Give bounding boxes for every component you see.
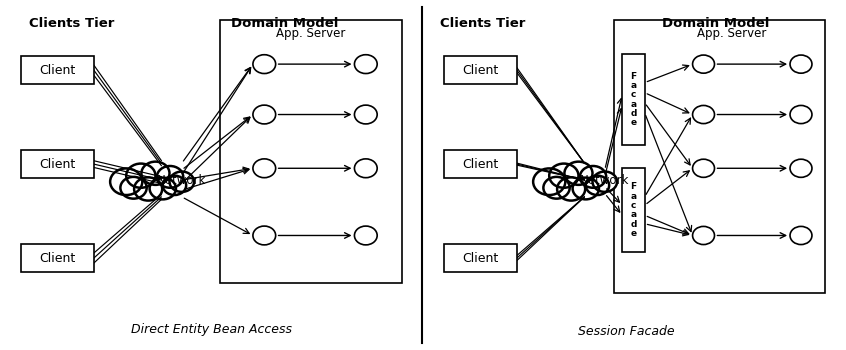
Circle shape: [253, 105, 276, 124]
Text: Clients Tier: Clients Tier: [29, 17, 114, 30]
Bar: [443, 56, 517, 84]
Bar: [220, 20, 403, 282]
Circle shape: [693, 105, 715, 124]
Circle shape: [558, 177, 585, 201]
Circle shape: [573, 177, 599, 199]
Circle shape: [354, 226, 377, 245]
Bar: [623, 168, 645, 252]
Bar: [443, 150, 517, 178]
Text: Client: Client: [462, 252, 498, 265]
Circle shape: [157, 166, 184, 188]
Bar: [20, 244, 94, 272]
Circle shape: [126, 163, 156, 188]
Circle shape: [135, 177, 162, 201]
Circle shape: [533, 168, 565, 195]
Circle shape: [141, 162, 169, 185]
Text: App. Server: App. Server: [277, 27, 346, 40]
Circle shape: [543, 177, 569, 199]
Bar: [20, 150, 94, 178]
Text: Clients Tier: Clients Tier: [440, 17, 525, 30]
Circle shape: [162, 176, 186, 195]
Circle shape: [790, 105, 812, 124]
Circle shape: [169, 172, 194, 192]
Circle shape: [354, 105, 377, 124]
Circle shape: [564, 162, 592, 185]
Text: Client: Client: [39, 158, 75, 170]
Text: Session Facade: Session Facade: [578, 325, 675, 338]
Circle shape: [592, 172, 617, 192]
Text: F
a
c
a
d
e: F a c a d e: [630, 182, 637, 238]
Text: F
a
c
a
d
e: F a c a d e: [630, 71, 637, 127]
Text: Client: Client: [39, 252, 75, 265]
Bar: [20, 56, 94, 84]
Circle shape: [150, 177, 176, 199]
Circle shape: [693, 226, 715, 245]
Text: Client: Client: [462, 63, 498, 77]
Circle shape: [549, 163, 579, 188]
Circle shape: [354, 55, 377, 74]
Text: Direct Entity Bean Access: Direct Entity Bean Access: [131, 323, 292, 336]
Text: Domain Model: Domain Model: [662, 17, 769, 30]
Circle shape: [790, 55, 812, 73]
Text: Client: Client: [39, 63, 75, 77]
Bar: [443, 244, 517, 272]
Circle shape: [790, 226, 812, 245]
Text: Network: Network: [157, 174, 206, 187]
Bar: [614, 20, 826, 293]
Text: App. Server: App. Server: [697, 27, 766, 40]
Circle shape: [693, 55, 715, 73]
Circle shape: [354, 159, 377, 178]
Circle shape: [120, 177, 146, 199]
Circle shape: [253, 55, 276, 74]
Circle shape: [253, 159, 276, 178]
Circle shape: [693, 159, 715, 177]
Circle shape: [585, 176, 609, 195]
Circle shape: [253, 226, 276, 245]
Text: Network: Network: [580, 174, 629, 187]
Circle shape: [110, 168, 142, 195]
Text: Client: Client: [462, 158, 498, 170]
Text: Domain Model: Domain Model: [231, 17, 338, 30]
Circle shape: [580, 166, 607, 188]
Bar: [623, 54, 645, 145]
Circle shape: [790, 159, 812, 177]
